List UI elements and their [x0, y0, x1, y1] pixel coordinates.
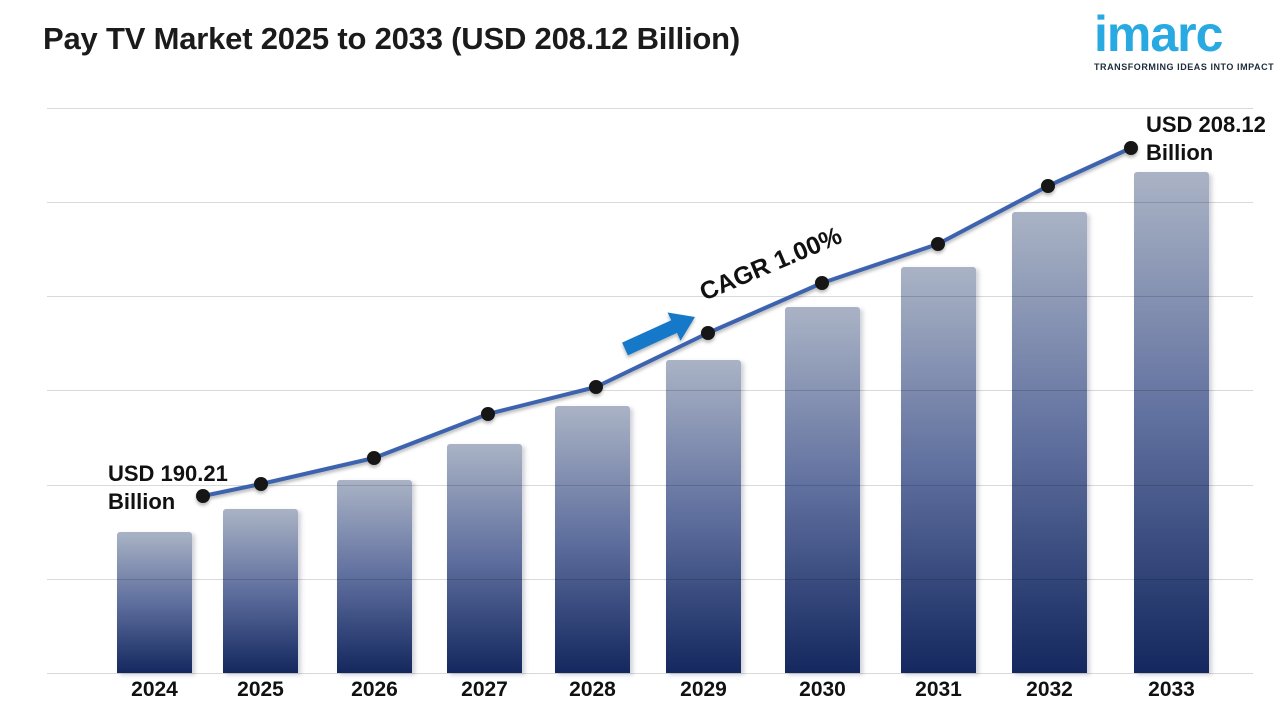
gridline [47, 485, 1253, 486]
axis-label-2025: 2025 [237, 678, 284, 701]
end-value-line1: USD 208.12 [1146, 112, 1266, 137]
bar-2032 [1012, 212, 1087, 673]
bar-2025 [223, 509, 298, 673]
axis-label-2029: 2029 [680, 678, 727, 701]
axis-label-2024: 2024 [131, 678, 178, 701]
end-value-line2: Billion [1146, 140, 1214, 165]
gridline [47, 579, 1253, 580]
gridline [47, 296, 1253, 297]
end-value-label: USD 208.12 Billion [1146, 111, 1266, 167]
gridline [47, 108, 1253, 109]
bar-2031 [901, 267, 976, 673]
gridline [47, 202, 1253, 203]
axis-label-2028: 2028 [569, 678, 616, 701]
start-value-line2: Billion [108, 489, 176, 514]
bar-2026 [337, 480, 412, 673]
bar-2028 [555, 406, 630, 673]
chart-title: Pay TV Market 2025 to 2033 (USD 208.12 B… [43, 21, 741, 56]
bar-2033 [1134, 172, 1209, 673]
gridline [47, 673, 1253, 674]
axis-label-2031: 2031 [915, 678, 962, 701]
axis-label-2032: 2032 [1026, 678, 1073, 701]
imarc-logo: imarc TRANSFORMING IDEAS INTO IMPACT [1094, 6, 1275, 72]
bar-2027 [447, 444, 522, 673]
axis-label-2030: 2030 [799, 678, 846, 701]
bar-2030 [785, 307, 860, 673]
logo-tagline: TRANSFORMING IDEAS INTO IMPACT [1094, 62, 1275, 72]
axis-label-2026: 2026 [351, 678, 398, 701]
axis-label-2033: 2033 [1148, 678, 1195, 701]
axis-label-2027: 2027 [461, 678, 508, 701]
start-value-line1: USD 190.21 [108, 461, 228, 486]
bar-2024 [117, 532, 192, 673]
logo-wordmark: imarc [1094, 6, 1223, 62]
bar-2029 [666, 360, 741, 673]
start-value-label: USD 190.21 Billion [108, 460, 228, 516]
gridline [47, 390, 1253, 391]
